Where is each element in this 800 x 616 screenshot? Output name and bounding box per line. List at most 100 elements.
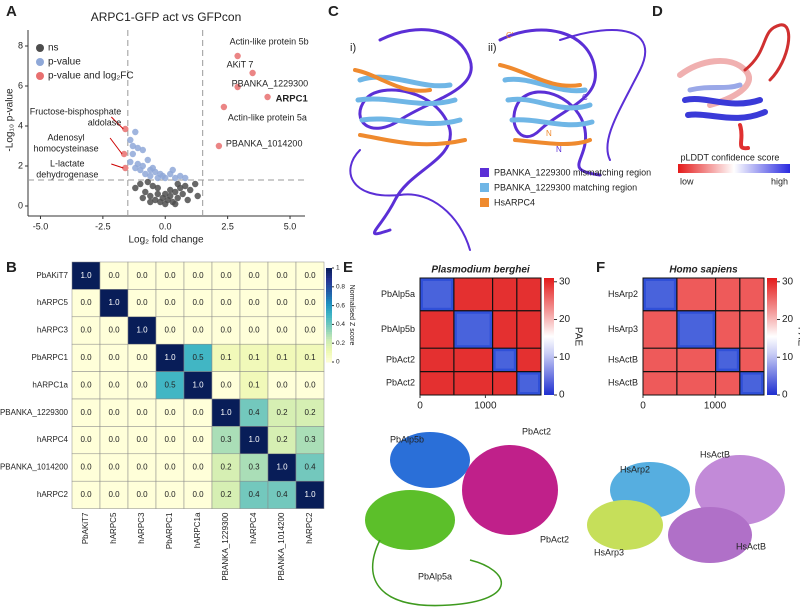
cell-label: 0.0 xyxy=(80,326,92,335)
point xyxy=(179,190,186,198)
cell-label: 0.0 xyxy=(108,380,120,389)
point xyxy=(154,184,161,192)
point xyxy=(167,186,174,194)
cell-label: 0.0 xyxy=(164,271,176,280)
point xyxy=(142,170,149,178)
cell-label: 0.1 xyxy=(248,353,260,362)
colorbar xyxy=(326,336,332,339)
cell-label: 0.0 xyxy=(80,353,92,362)
leader-line xyxy=(109,137,123,155)
point xyxy=(182,182,189,190)
colorbar-label: Normalised Z score xyxy=(348,285,355,346)
colorbar xyxy=(326,326,332,330)
cell xyxy=(99,453,129,482)
structure-label: HsActB xyxy=(736,541,766,551)
colorbar xyxy=(326,270,332,274)
cell-label: 0.0 xyxy=(108,271,120,280)
colorbar xyxy=(326,324,332,328)
pae-block-light xyxy=(718,351,737,369)
cell-label: 0.0 xyxy=(192,408,204,417)
legend-swatch xyxy=(36,72,44,80)
point xyxy=(149,182,156,190)
frame xyxy=(642,277,765,396)
structure-e xyxy=(365,432,558,607)
cell-label: 1.0 xyxy=(248,435,260,444)
colorbar xyxy=(326,286,332,290)
chart-title: Plasmodium berghei xyxy=(431,265,530,276)
cell-label: 0.0 xyxy=(192,435,204,444)
cell-label: 0.0 xyxy=(276,326,288,335)
point xyxy=(134,144,142,152)
terminus-label: C xyxy=(582,93,588,102)
legend-label: ns xyxy=(48,43,59,54)
cell xyxy=(211,289,241,318)
cell-label: 0.0 xyxy=(108,435,120,444)
legend-label: HsARPC4 xyxy=(494,197,535,207)
colorbar xyxy=(326,300,332,304)
point xyxy=(120,150,128,158)
cell xyxy=(211,426,241,455)
chart-title: Homo sapiens xyxy=(669,265,738,276)
cell xyxy=(127,398,157,427)
point xyxy=(249,69,256,77)
cell xyxy=(155,426,185,455)
point xyxy=(187,186,194,194)
point xyxy=(122,164,129,172)
cell-label: 0.0 xyxy=(164,408,176,417)
colorbar xyxy=(326,350,332,354)
cell xyxy=(71,261,101,290)
cell-label: 1.0 xyxy=(220,408,232,417)
column-label: PbAKiT7 xyxy=(81,512,90,544)
panel-label: D xyxy=(652,3,663,20)
cell-label: 0.0 xyxy=(164,435,176,444)
point xyxy=(152,196,159,204)
colorbar-tick-label: 0 xyxy=(782,390,788,401)
colorbar xyxy=(326,322,332,325)
terminus-label: C' xyxy=(506,31,514,40)
point xyxy=(154,190,161,198)
cell-label: 0.0 xyxy=(220,298,232,307)
cell-label: 0.3 xyxy=(220,435,232,444)
colorbar xyxy=(326,305,332,309)
point xyxy=(127,158,134,166)
cell-label: 0.0 xyxy=(136,380,148,389)
y-tick-label: 2 xyxy=(18,160,23,170)
point xyxy=(142,188,149,196)
cell-label: 0.2 xyxy=(276,408,288,417)
colorbar-tick-label: 20 xyxy=(782,314,794,325)
panel-label: F xyxy=(596,259,605,276)
annotation: dehydrogenase xyxy=(36,169,98,179)
cell xyxy=(211,316,241,345)
point xyxy=(172,188,179,196)
structure-label: HsArp2 xyxy=(620,464,650,474)
cell-label: 0.0 xyxy=(80,298,92,307)
point xyxy=(191,180,199,188)
cell-label: 0.0 xyxy=(304,326,316,335)
structure-label: HsArp3 xyxy=(594,547,624,557)
cell-label: 1.0 xyxy=(164,353,176,362)
cell-label: 0.0 xyxy=(164,298,176,307)
colorbar-label: PAE xyxy=(572,327,583,347)
cell-label: 0.5 xyxy=(192,353,204,362)
cell-label: 0.0 xyxy=(136,353,148,362)
column-label: PBANKA_1014200 xyxy=(277,512,286,581)
colorbar xyxy=(326,312,332,316)
structure-label: PbAlp5a xyxy=(418,571,452,581)
pae-block-light xyxy=(456,313,490,346)
cell-label: 0.0 xyxy=(192,326,204,335)
cell-label: 0.0 xyxy=(136,408,148,417)
cell-label: 0.1 xyxy=(220,353,232,362)
panel-label: B xyxy=(6,259,17,276)
point xyxy=(129,150,137,158)
colorbar-high: high xyxy=(771,176,788,186)
colorbar xyxy=(326,338,332,342)
annotation: Actin-like protein 5b xyxy=(230,36,309,46)
x-tick-label: -2.5 xyxy=(95,221,111,231)
row-label: PbAct2 xyxy=(386,378,415,388)
structure-label: PbAct2 xyxy=(522,426,551,436)
colorbar-tick-label: 0 xyxy=(559,390,565,401)
annotation: ARPC1 xyxy=(276,94,309,105)
colorbar xyxy=(326,331,332,335)
cell-label: 0.4 xyxy=(248,490,260,499)
cell-label: 1.0 xyxy=(304,490,316,499)
